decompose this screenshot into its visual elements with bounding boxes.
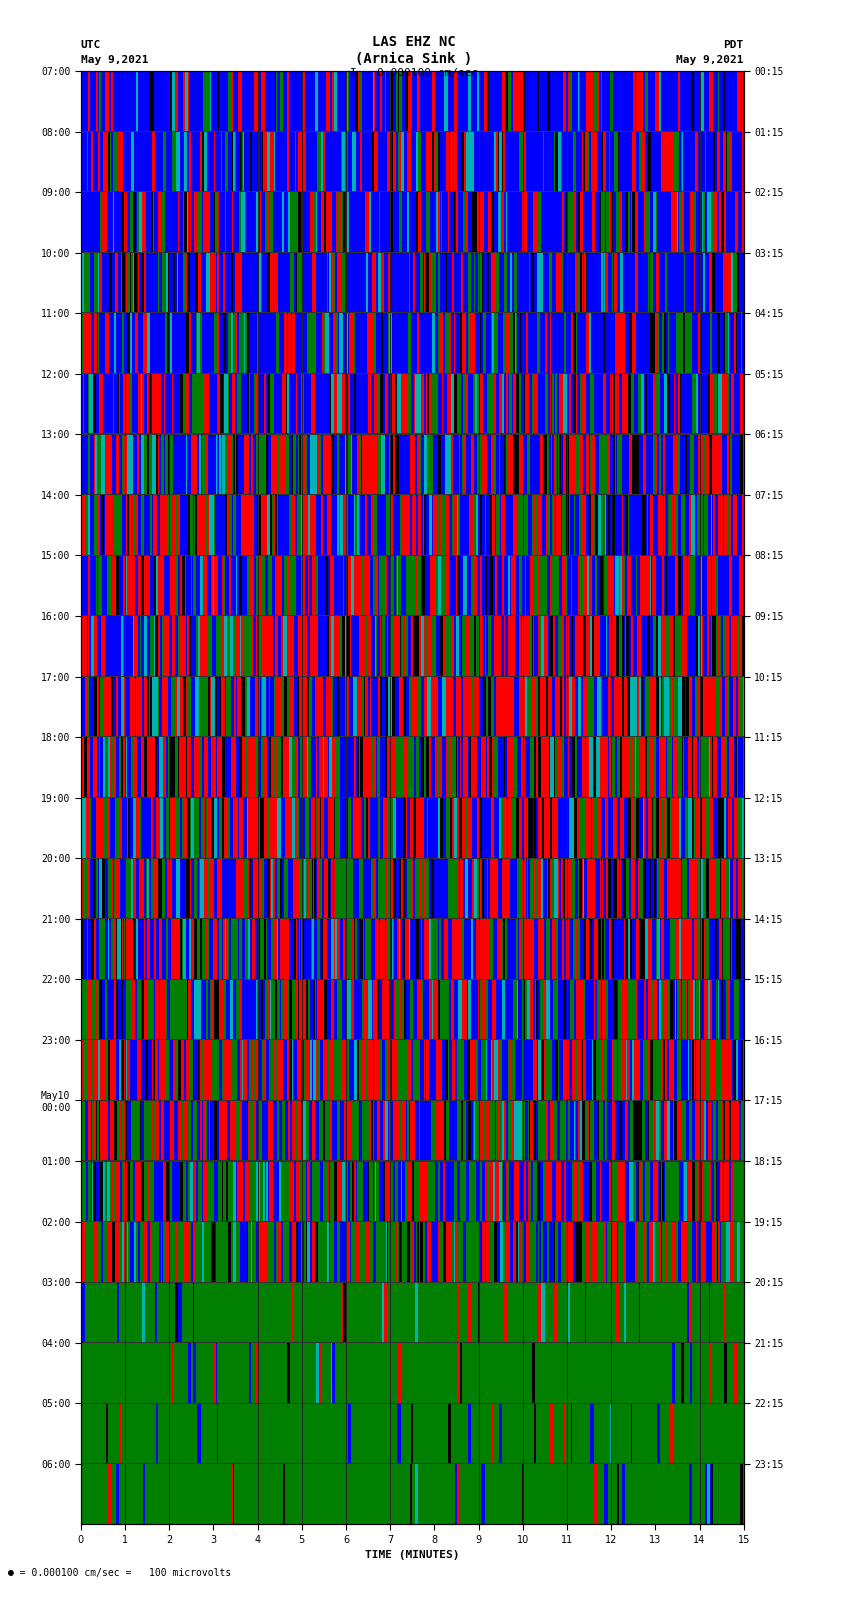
Text: UTC: UTC <box>81 40 101 50</box>
Text: (Arnica Sink ): (Arnica Sink ) <box>355 52 473 66</box>
Text: PDT: PDT <box>723 40 744 50</box>
Text: LAS EHZ NC: LAS EHZ NC <box>372 35 456 50</box>
Text: I = 0.000100 cm/sec: I = 0.000100 cm/sec <box>350 68 478 77</box>
Text: May 9,2021: May 9,2021 <box>677 55 744 65</box>
Text: May 9,2021: May 9,2021 <box>81 55 148 65</box>
X-axis label: TIME (MINUTES): TIME (MINUTES) <box>365 1550 460 1560</box>
Text: ● = 0.000100 cm/sec =   100 microvolts: ● = 0.000100 cm/sec = 100 microvolts <box>8 1568 232 1578</box>
